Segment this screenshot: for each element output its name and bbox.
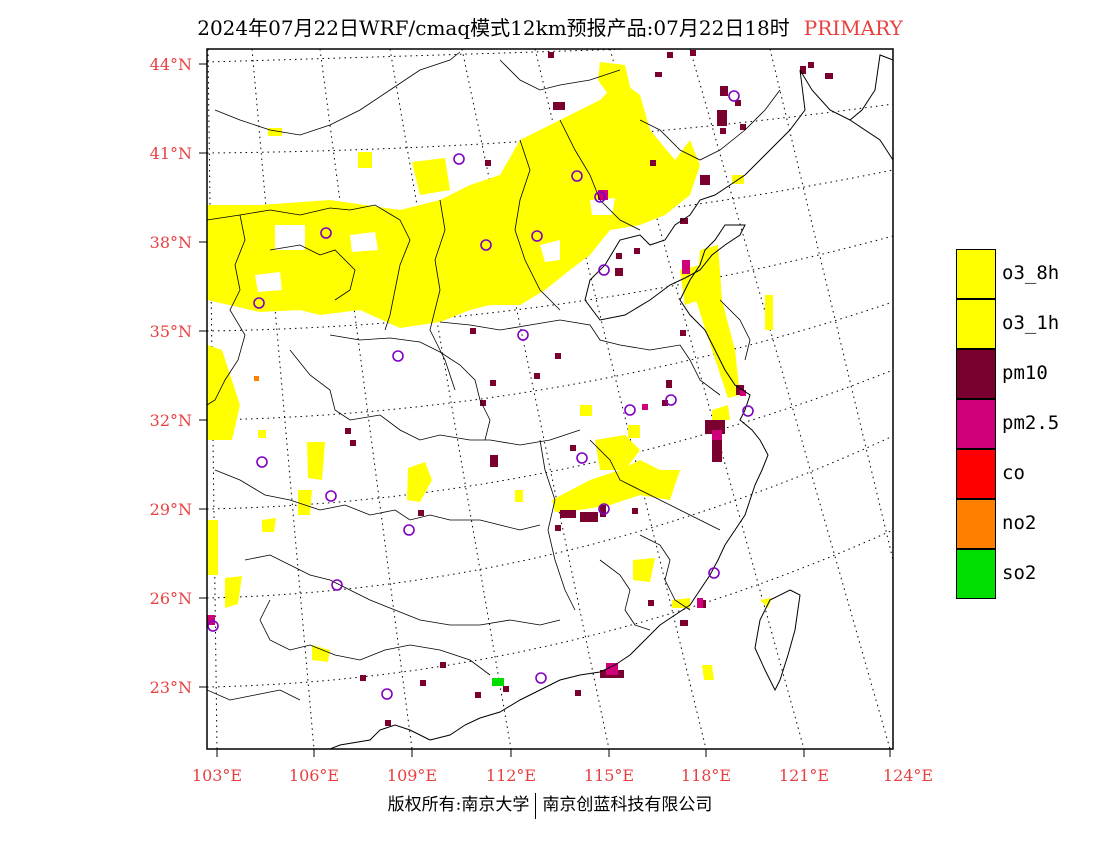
no2-pixel xyxy=(254,376,259,381)
lat-label-26: 26°N xyxy=(149,589,192,608)
o3-gaps xyxy=(255,198,615,292)
lat-label-41: 41°N xyxy=(149,144,192,163)
legend-item-o3-8h: o3_8h xyxy=(956,249,1100,299)
lat-label-38: 38°N xyxy=(149,233,192,252)
map-frame xyxy=(206,48,894,750)
copyright-left: 版权所有:南京大学 xyxy=(387,795,530,815)
lon-ticks xyxy=(216,749,891,757)
lon-label-118: 118°E xyxy=(680,766,732,785)
legend-item-o3-1h: o3_1h xyxy=(956,299,1100,349)
copyright-right: 南京创蓝科技有限公司 xyxy=(542,795,713,815)
legend-label: o3_8h xyxy=(1002,262,1060,284)
legend-label: pm10 xyxy=(1002,362,1048,384)
footer-divider xyxy=(535,792,537,819)
legend-swatch xyxy=(956,249,996,299)
pollutant-legend: o3_8h o3_1h pm10 pm2.5 co no2 so2 xyxy=(956,249,1100,599)
lat-label-32: 32°N xyxy=(149,411,192,430)
legend-label: pm2.5 xyxy=(1002,412,1060,434)
province-boundaries xyxy=(207,51,781,701)
lon-label-106: 106°E xyxy=(288,766,340,785)
legend-item-so2: so2 xyxy=(956,549,1100,599)
legend-label: so2 xyxy=(1002,562,1037,584)
lat-ticks xyxy=(199,63,207,688)
legend-label: co xyxy=(1002,462,1025,484)
lat-label-29: 29°N xyxy=(149,500,192,519)
primary-tag: PRIMARY xyxy=(803,16,903,40)
lon-label-121: 121°E xyxy=(778,766,830,785)
lat-label-35: 35°N xyxy=(149,322,192,341)
lon-label-109: 109°E xyxy=(386,766,438,785)
legend-item-co: co xyxy=(956,449,1100,499)
legend-label: o3_1h xyxy=(1002,312,1060,334)
legend-swatch xyxy=(956,299,996,349)
legend-swatch xyxy=(956,449,996,499)
legend-item-no2: no2 xyxy=(956,499,1100,549)
legend-swatch xyxy=(956,399,996,449)
so2-pixel xyxy=(492,678,504,686)
o3-regions xyxy=(207,62,773,680)
coastline xyxy=(329,54,893,749)
map-content xyxy=(207,49,893,749)
legend-item-pm25: pm2.5 xyxy=(956,399,1100,449)
lat-label-44: 44°N xyxy=(149,55,192,74)
city-markers xyxy=(207,90,754,700)
legend-swatch xyxy=(956,549,996,599)
legend-swatch xyxy=(956,349,996,399)
copyright-footer: 版权所有:南京大学 南京创蓝科技有限公司 xyxy=(0,790,1100,819)
legend-label: no2 xyxy=(1002,512,1037,534)
title-text: 2024年07月22日WRF/cmaq模式12km预报产品:07月22日18时 xyxy=(197,16,790,40)
lon-label-124: 124°E xyxy=(882,766,934,785)
map-title: 2024年07月22日WRF/cmaq模式12km预报产品:07月22日18时 P… xyxy=(0,12,1100,41)
lon-label-115: 115°E xyxy=(583,766,635,785)
lon-label-112: 112°E xyxy=(485,766,537,785)
legend-swatch xyxy=(956,499,996,549)
lat-label-23: 23°N xyxy=(149,678,192,697)
lon-label-103: 103°E xyxy=(191,766,243,785)
pm25-pixels xyxy=(207,190,746,675)
legend-item-pm10: pm10 xyxy=(956,349,1100,399)
